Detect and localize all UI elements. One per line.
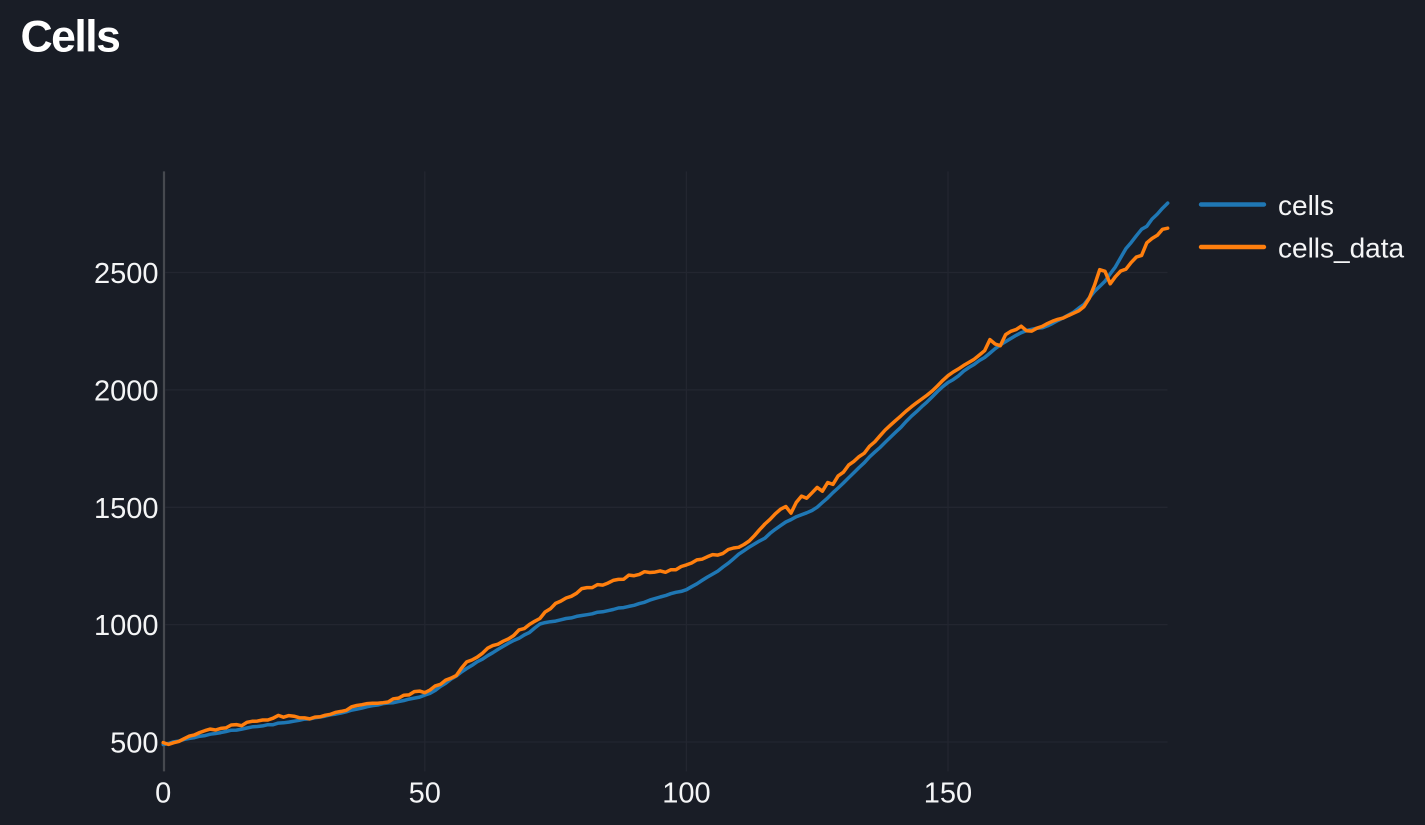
svg-text:500: 500 — [110, 728, 158, 760]
svg-text:2500: 2500 — [94, 258, 159, 290]
svg-text:0: 0 — [155, 778, 171, 810]
svg-text:50: 50 — [409, 778, 441, 810]
svg-text:1500: 1500 — [94, 493, 159, 525]
svg-text:150: 150 — [924, 778, 972, 810]
svg-text:cells_data: cells_data — [1278, 232, 1405, 263]
svg-text:2000: 2000 — [94, 375, 159, 407]
svg-text:1000: 1000 — [94, 610, 159, 642]
svg-text:100: 100 — [662, 778, 710, 810]
svg-text:cells: cells — [1278, 190, 1334, 221]
svg-text:Cells: Cells — [21, 13, 120, 62]
